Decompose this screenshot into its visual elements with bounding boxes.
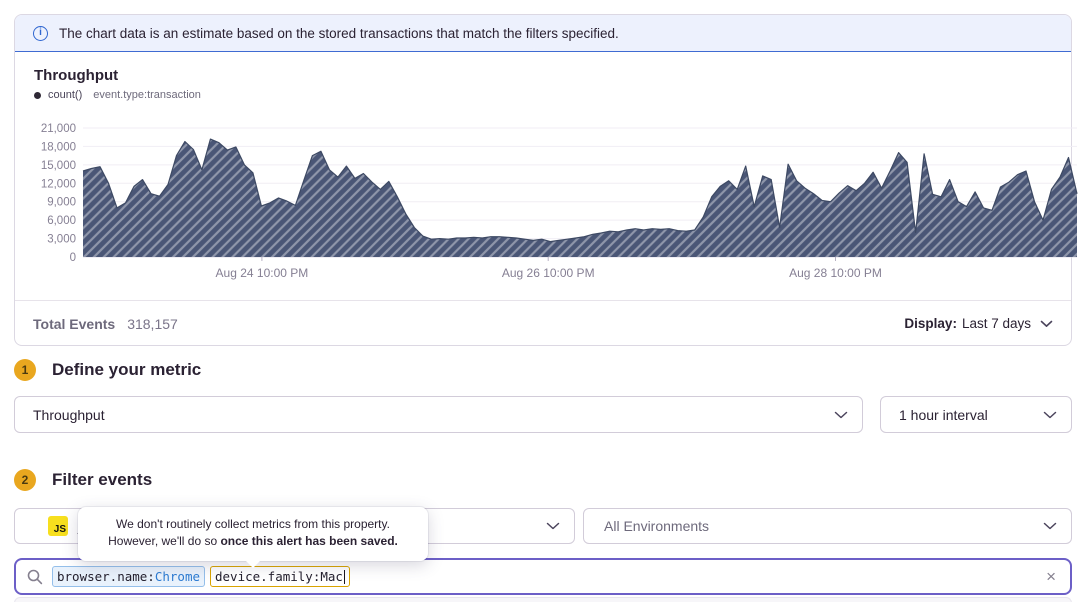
chevron-down-icon: [834, 411, 848, 419]
chart-summary-row: Total Events 318,157 Display: Last 7 day…: [15, 300, 1071, 346]
text-caret: [343, 569, 346, 584]
svg-text:9,000: 9,000: [47, 197, 76, 209]
svg-text:0: 0: [70, 252, 76, 264]
chart-panel: i The chart data is an estimate based on…: [14, 14, 1078, 346]
environment-select[interactable]: All Environments: [583, 508, 1072, 544]
chevron-down-icon: [1040, 320, 1053, 328]
throughput-area-chart: 0 3,000 6,000 9,000 12,000 15,000 18,000 21,000…: [29, 119, 1085, 287]
chart-title: Throughput: [34, 67, 119, 84]
next-panel-edge: [14, 597, 1072, 602]
svg-text:3,000: 3,000: [47, 234, 76, 246]
step1-number-badge: 1: [14, 359, 36, 381]
svg-text:15,000: 15,000: [41, 160, 76, 172]
js-platform-icon: JS: [48, 516, 68, 536]
total-events-value: 318,157: [127, 315, 178, 332]
info-icon: i: [33, 25, 48, 41]
filter-token-device-family[interactable]: device.family: Mac: [210, 566, 351, 587]
tooltip-line2-bold: once this alert has been saved.: [220, 534, 398, 549]
svg-text:6,000: 6,000: [47, 215, 76, 227]
metric-row: Throughput 1 hour interval: [14, 396, 1072, 433]
clear-search-icon[interactable]: ×: [1046, 567, 1056, 586]
search-icon: [27, 569, 43, 585]
metric-select-value: Throughput: [33, 406, 105, 423]
chart-header: Throughput count() event.type:transactio…: [15, 52, 1071, 101]
total-events: Total Events 318,157: [33, 316, 178, 332]
chevron-down-icon: [1043, 522, 1057, 530]
step2-header: 2 Filter events: [14, 469, 152, 491]
svg-text:Aug 26 10:00 PM: Aug 26 10:00 PM: [502, 266, 595, 280]
filter-token-browser-name[interactable]: browser.name:Chrome: [52, 566, 205, 587]
interval-select-value: 1 hour interval: [899, 406, 988, 423]
step1-header: 1 Define your metric: [14, 359, 201, 381]
svg-text:Aug 24 10:00 PM: Aug 24 10:00 PM: [216, 266, 309, 280]
chevron-down-icon: [546, 522, 560, 530]
environment-select-value: All Environments: [604, 518, 710, 534]
step2-number-badge: 2: [14, 469, 36, 491]
metric-select[interactable]: Throughput: [14, 396, 863, 433]
chart-legend: count() event.type:transaction: [34, 89, 1053, 101]
svg-text:Aug 28 10:00 PM: Aug 28 10:00 PM: [789, 266, 882, 280]
svg-text:18,000: 18,000: [41, 141, 76, 153]
display-label: Display:: [904, 316, 957, 331]
tooltip-arrow: [245, 559, 261, 568]
display-value: Last 7 days: [961, 316, 1031, 331]
interval-select[interactable]: 1 hour interval: [880, 396, 1072, 433]
total-events-label: Total Events: [33, 315, 116, 332]
tooltip-line1: We don't routinely collect metrics from …: [116, 517, 390, 531]
step2-title: Filter events: [52, 470, 153, 489]
step1-title: Define your metric: [52, 360, 202, 379]
legend-dot-icon: [34, 91, 41, 99]
estimate-info-banner: i The chart data is an estimate based on…: [15, 15, 1071, 52]
svg-text:12,000: 12,000: [41, 178, 76, 190]
metric-collection-tooltip: We don't routinely collect metrics from …: [78, 507, 428, 568]
search-filter-input[interactable]: browser.name:Chrome device.family: Mac ×: [14, 558, 1072, 595]
chevron-down-icon: [1043, 411, 1057, 419]
svg-text:21,000: 21,000: [41, 123, 76, 135]
legend-series-label: count(): [48, 89, 83, 101]
banner-text: The chart data is an estimate based on t…: [59, 25, 619, 41]
tooltip-line2-prefix: However, we'll do so: [108, 534, 221, 549]
legend-filter-label: event.type:transaction: [93, 89, 201, 101]
display-range-dropdown[interactable]: Display: Last 7 days: [904, 316, 1053, 331]
